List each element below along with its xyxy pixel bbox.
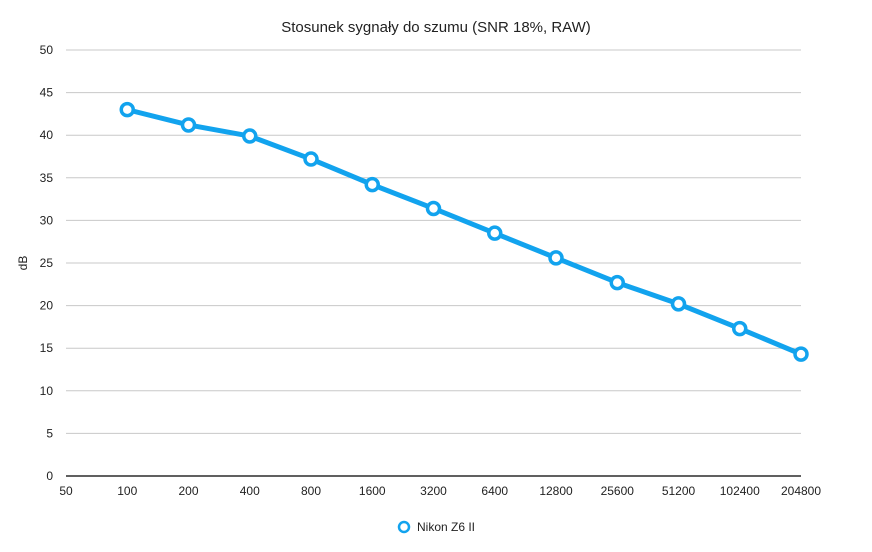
x-tick-label: 50 (59, 484, 73, 498)
data-point (609, 274, 625, 291)
x-tick-label: 3200 (420, 484, 447, 498)
data-point (487, 225, 503, 241)
y-tick-label: 15 (40, 341, 54, 355)
data-point (670, 296, 687, 312)
x-tick-label: 51200 (662, 484, 696, 498)
y-tick-label: 5 (46, 426, 53, 440)
y-axis-label: dB (16, 256, 30, 271)
x-tick-label: 200 (178, 484, 198, 498)
y-tick-label: 20 (40, 299, 54, 313)
x-tick-label: 25600 (601, 484, 635, 498)
data-point (548, 250, 564, 266)
series-group (119, 101, 809, 362)
x-tick-label: 800 (301, 484, 321, 498)
y-tick-label: 45 (40, 86, 54, 100)
data-point (364, 176, 380, 193)
data-point (303, 151, 319, 167)
y-tick-label: 0 (46, 469, 53, 483)
y-tick-label: 25 (40, 256, 54, 270)
x-tick-label: 1600 (359, 484, 386, 498)
x-tick-label: 102400 (720, 484, 760, 498)
y-tick-label: 40 (40, 128, 54, 142)
x-tick-label: 12800 (539, 484, 573, 498)
series-line (124, 107, 804, 357)
x-axis-ticks: 50 100 200 400 800 1600 3200 6400 12800 25600 5120… (59, 484, 821, 498)
grid-lines (66, 49, 801, 477)
x-tick-label: 204800 (781, 484, 821, 498)
data-point (242, 128, 258, 144)
x-tick-label: 100 (117, 484, 137, 498)
data-point (793, 346, 809, 362)
y-axis-ticks: 0 5 10 15 20 25 30 35 40 45 50 (40, 43, 54, 483)
x-tick-label: 400 (240, 484, 260, 498)
data-point (119, 101, 135, 118)
data-point (180, 117, 197, 133)
legend: Nikon Z6 II (397, 520, 475, 534)
y-tick-label: 30 (40, 213, 54, 227)
x-tick-label: 6400 (481, 484, 508, 498)
data-point (732, 320, 748, 337)
y-tick-label: 35 (40, 171, 54, 185)
legend-label: Nikon Z6 II (417, 520, 475, 534)
y-tick-label: 10 (40, 384, 54, 398)
chart-title: Stosunek sygnały do szumu (SNR 18%, RAW) (281, 19, 591, 36)
data-point (425, 200, 442, 217)
legend-marker-icon (397, 520, 411, 534)
y-tick-label: 50 (40, 43, 54, 57)
